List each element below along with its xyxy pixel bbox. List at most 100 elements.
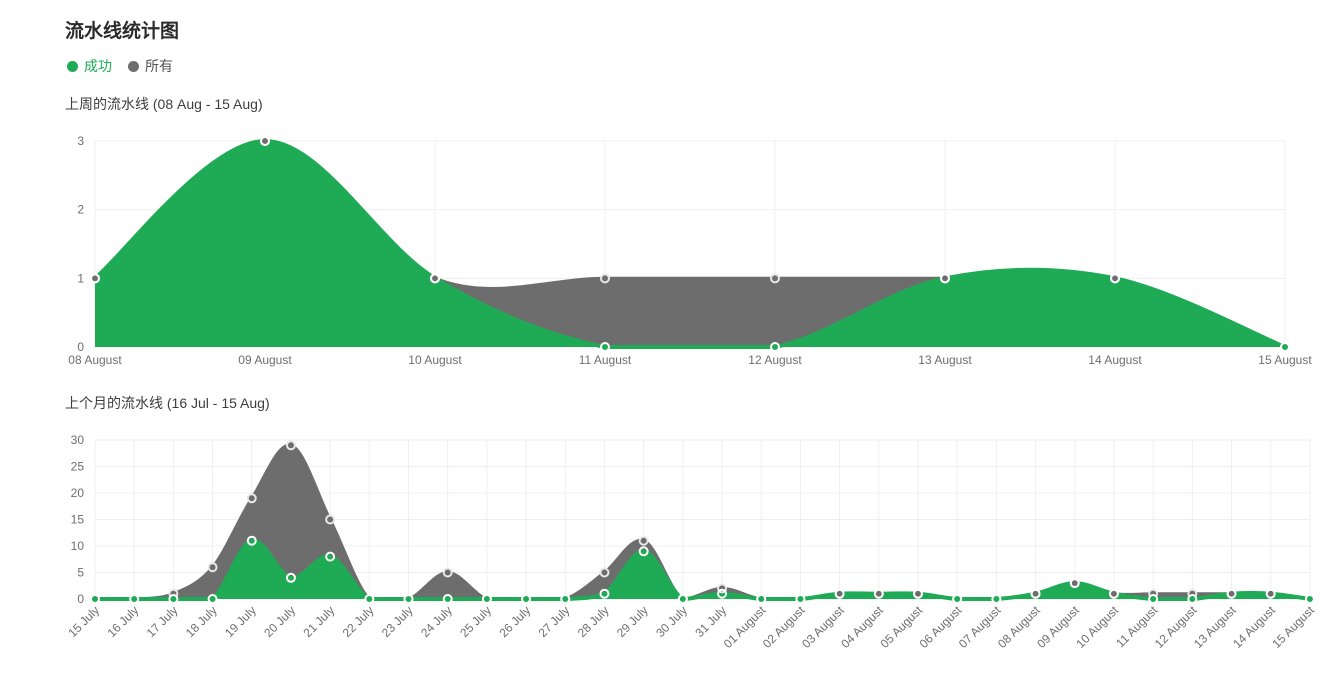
x-axis-tick-label: 11 August: [579, 353, 632, 367]
data-point-success: [246, 535, 257, 546]
x-axis-tick-label: 09 August: [238, 353, 292, 367]
x-axis-tick-label: 13 August: [918, 353, 972, 367]
legend-label-success: 成功: [84, 58, 112, 74]
data-point-all: [638, 535, 649, 546]
chart-legend: 成功 所有: [67, 56, 173, 76]
y-axis-tick-label: 30: [71, 433, 85, 447]
data-point-success: [599, 588, 610, 599]
y-axis-tick-label: 0: [77, 340, 84, 354]
series-area-success: [95, 141, 1285, 347]
series-area-success: [95, 540, 1310, 599]
x-axis-tick-label: 14 August: [1088, 353, 1142, 367]
x-axis-tick-label: 20 July: [261, 603, 298, 640]
data-point-success: [430, 273, 440, 284]
data-point-success: [770, 342, 780, 352]
data-point-success: [677, 594, 688, 604]
data-point-success: [521, 594, 532, 604]
data-point-success: [912, 588, 923, 599]
data-point-all: [770, 273, 780, 284]
y-axis-tick-label: 5: [77, 566, 84, 580]
data-point-success: [638, 546, 649, 557]
page-title: 流水线统计图: [65, 21, 180, 42]
x-axis-tick-label: 27 July: [536, 603, 573, 640]
data-point-all: [207, 562, 218, 573]
y-axis-tick-label: 3: [77, 134, 84, 148]
x-axis-tick-label: 15 July: [65, 603, 102, 640]
data-point-success: [1148, 594, 1159, 604]
x-axis-tick-label: 12 August: [748, 353, 802, 367]
data-point-success: [940, 273, 950, 284]
x-axis-tick-label: 15 August: [1258, 353, 1312, 367]
y-axis-tick-label: 25: [71, 460, 85, 474]
monthly-pipelines-chart: 0 5 10 15 20 25 30 15 July 16 July 17 July 18 July…: [65, 433, 1317, 651]
y-axis-tick-label: 2: [77, 203, 84, 217]
y-axis-tick-label: 0: [77, 592, 84, 606]
x-axis-tick-label: 31 July: [692, 603, 729, 640]
x-axis-tick-label: 18 July: [183, 603, 220, 640]
data-point-success: [1108, 588, 1119, 599]
y-axis-tick-label: 1: [77, 271, 84, 285]
data-point-all: [285, 440, 296, 451]
weekly-chart-title: 上周的流水线 (08 Aug - 15 Aug): [65, 96, 263, 112]
x-axis-tick-label: 29 July: [614, 603, 651, 640]
x-axis-tick-label: 10 August: [408, 353, 462, 367]
x-axis-tick-label: 28 July: [575, 603, 612, 640]
series-line-success: [93, 538, 1312, 602]
legend-dot-all-icon: [128, 60, 139, 72]
data-point-all: [599, 567, 610, 578]
data-point-success: [1187, 594, 1198, 604]
data-point-success: [795, 594, 806, 604]
data-point-success: [1265, 588, 1276, 599]
data-point-success: [481, 594, 492, 604]
data-point-success: [364, 594, 375, 604]
x-axis-tick-label: 30 July: [653, 603, 690, 640]
data-point-success: [168, 594, 179, 604]
data-point-success: [207, 594, 218, 604]
data-point-all: [325, 514, 336, 525]
x-axis-tick-label: 22 July: [340, 603, 377, 640]
data-point-success: [1069, 578, 1080, 589]
data-point-success: [717, 588, 728, 599]
x-axis-tick-label: 25 July: [457, 603, 494, 640]
data-point-success: [285, 572, 296, 583]
y-axis-tick-label: 10: [71, 539, 85, 553]
data-point-success: [1110, 273, 1120, 284]
data-point-success: [952, 594, 963, 604]
legend-dot-success-icon: [67, 60, 78, 72]
y-axis-tick-label: 20: [71, 486, 85, 500]
data-point-success: [991, 594, 1002, 604]
x-axis-tick-label: 10 August: [1073, 603, 1121, 651]
legend-label-all: 所有: [145, 58, 173, 74]
data-point-success: [1304, 594, 1315, 604]
data-point-success: [325, 551, 336, 562]
series-area-all: [95, 445, 1310, 599]
data-point-success: [1226, 588, 1237, 599]
x-axis-tick-label: 16 July: [105, 603, 142, 640]
x-axis-tick-label: 15 August: [1269, 603, 1317, 651]
data-point-all: [600, 273, 610, 284]
legend-item-success[interactable]: 成功: [67, 56, 112, 76]
data-point-success: [260, 136, 270, 146]
data-point-success: [129, 594, 140, 604]
data-point-success: [90, 594, 100, 604]
data-point-success: [834, 588, 845, 599]
monthly-chart-title: 上个月的流水线 (16 Jul - 15 Aug): [65, 395, 270, 411]
data-point-success: [1030, 588, 1041, 599]
x-axis-tick-label: 19 July: [222, 603, 259, 640]
data-point-success: [1280, 342, 1290, 352]
x-axis-tick-label: 23 July: [379, 603, 416, 640]
y-axis-tick-label: 15: [71, 513, 85, 527]
data-point-success: [442, 594, 453, 604]
x-axis-tick-label: 17 July: [144, 603, 181, 640]
legend-item-all[interactable]: 所有: [128, 56, 173, 76]
data-point-success: [600, 342, 610, 352]
data-point-success: [756, 594, 767, 604]
data-point-success: [560, 594, 571, 604]
data-point-success: [403, 594, 414, 604]
x-axis-tick-label: 08 August: [68, 353, 122, 367]
data-point-all: [246, 493, 257, 504]
data-point-all: [442, 567, 453, 578]
weekly-pipelines-chart: 0 1 2 3 08 August 09 August 10 August 11 August…: [68, 134, 1312, 367]
x-axis-tick-label: 24 July: [418, 603, 455, 640]
x-axis-tick-label: 21 July: [300, 603, 337, 640]
